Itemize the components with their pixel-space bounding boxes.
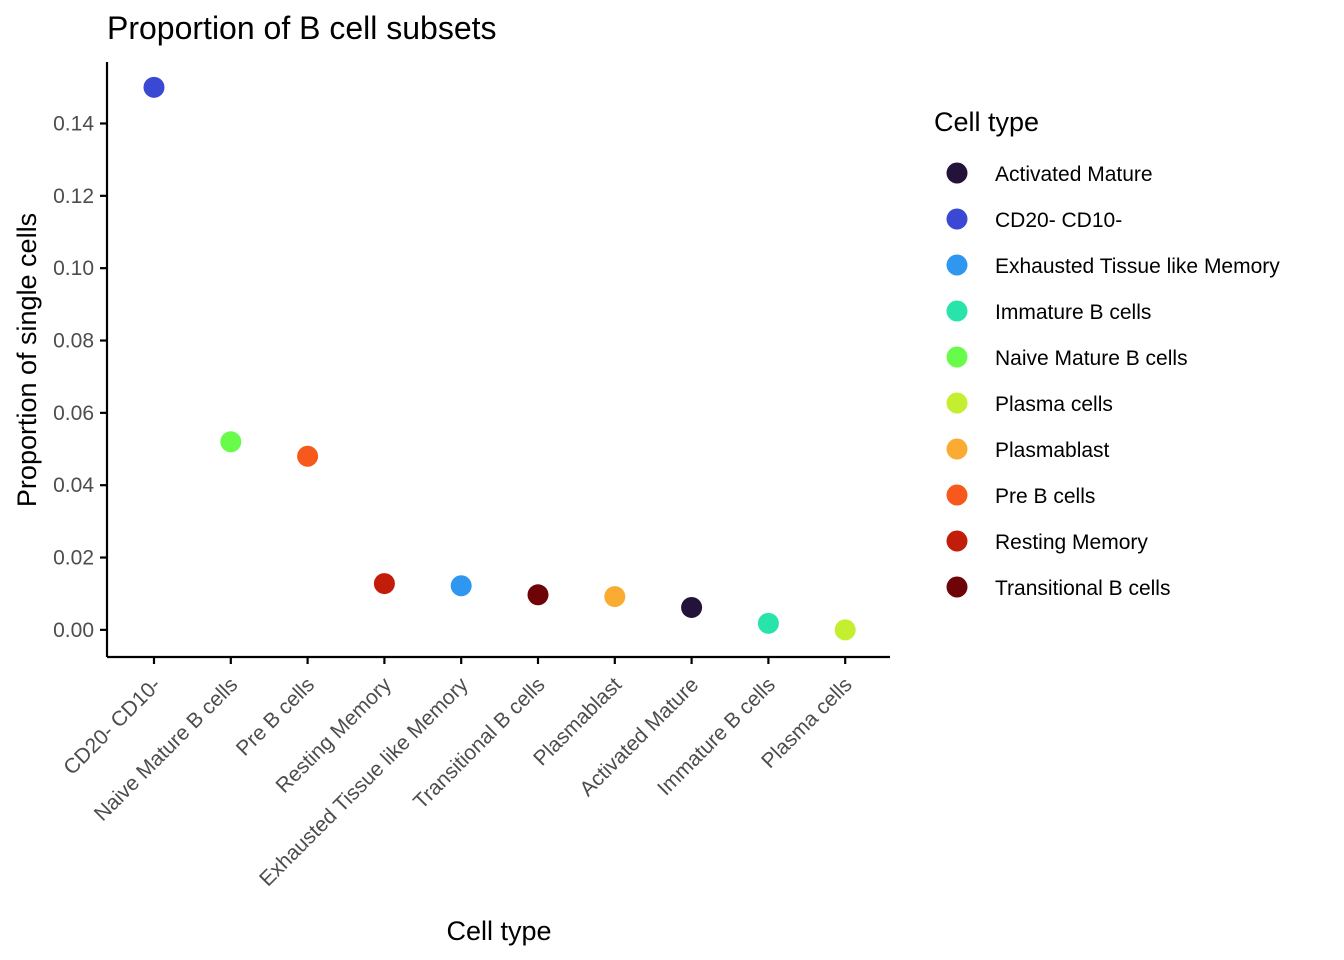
- data-point: [143, 76, 165, 98]
- y-tick-label: 0.12: [53, 185, 94, 208]
- legend-swatch: [946, 346, 968, 368]
- data-point: [527, 584, 549, 606]
- y-tick-label: 0.04: [53, 474, 94, 497]
- legend: Cell type Activated Mature CD20- CD10- Exh…: [934, 107, 1280, 600]
- legend-label: Transitional B cells: [995, 577, 1170, 600]
- data-points: [143, 76, 856, 641]
- legend-swatch: [946, 484, 968, 506]
- x-tick-label: Transitional B cells: [409, 673, 549, 813]
- y-tick-label: 0.10: [53, 257, 94, 280]
- legend-label: CD20- CD10-: [995, 209, 1122, 232]
- legend-swatch: [946, 392, 968, 414]
- legend-label: Plasma cells: [995, 393, 1113, 416]
- chart-title: Proportion of B cell subsets: [107, 10, 497, 46]
- y-tick-label: 0.14: [53, 112, 94, 135]
- legend-swatch: [946, 438, 968, 460]
- legend-label: Immature B cells: [995, 301, 1151, 324]
- data-point: [297, 445, 319, 467]
- y-axis-title: Proportion of single cells: [12, 213, 42, 507]
- legend-swatch: [946, 208, 968, 230]
- data-point: [220, 431, 242, 453]
- legend-swatch: [946, 162, 968, 184]
- data-point: [604, 586, 626, 608]
- legend-swatch: [946, 576, 968, 598]
- data-point: [450, 575, 472, 597]
- y-tick-label: 0.06: [53, 402, 94, 425]
- y-tick-label: 0.02: [53, 547, 94, 570]
- legend-swatch: [946, 530, 968, 552]
- legend-label: Activated Mature: [995, 163, 1153, 186]
- x-tick-label: Naive Mature B cells: [90, 673, 242, 825]
- legend-label: Plasmablast: [995, 439, 1110, 462]
- y-axis-ticks: 0.00 0.02 0.04 0.06 0.08 0.10 0.12 0.14: [53, 112, 107, 642]
- data-point: [681, 596, 703, 618]
- x-axis-title: Cell type: [446, 916, 551, 946]
- legend-label: Naive Mature B cells: [995, 347, 1188, 370]
- legend-label: Pre B cells: [995, 485, 1095, 508]
- legend-swatch: [946, 254, 968, 276]
- data-point: [757, 612, 779, 634]
- legend-title: Cell type: [934, 107, 1039, 137]
- plot-area: 0.00 0.02 0.04 0.06 0.08 0.10 0.12 0.14 CD20- C…: [53, 62, 890, 891]
- legend-label: Exhausted Tissue like Memory: [995, 255, 1280, 278]
- legend-items: Activated Mature CD20- CD10- Exhausted Tis…: [946, 162, 1280, 600]
- legend-label: Resting Memory: [995, 531, 1148, 554]
- legend-swatch: [946, 300, 968, 322]
- data-point: [373, 573, 395, 595]
- data-point: [834, 619, 856, 641]
- y-tick-label: 0.08: [53, 330, 94, 353]
- y-tick-label: 0.00: [53, 619, 94, 642]
